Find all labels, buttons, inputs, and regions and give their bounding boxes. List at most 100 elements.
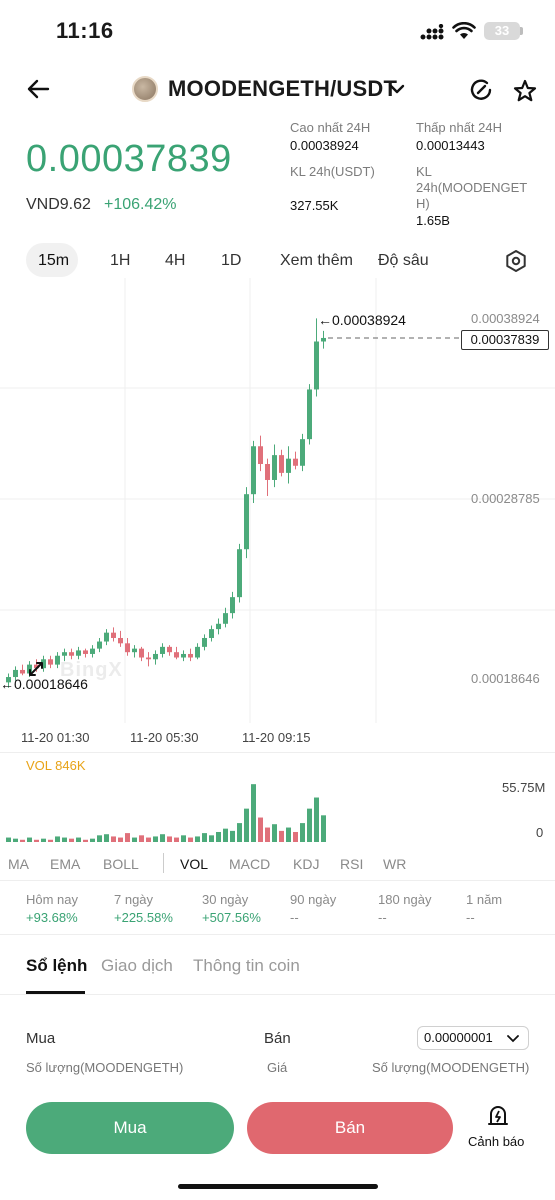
indicator-boll[interactable]: BOLL	[103, 856, 139, 872]
tab-4h[interactable]: 4H	[165, 252, 186, 269]
back-arrow-icon[interactable]	[26, 78, 50, 100]
indicator-rsi[interactable]: RSI	[340, 856, 364, 872]
tab-trades[interactable]: Giao dịch	[101, 956, 173, 975]
candle-body	[111, 632, 116, 638]
indicator-divider	[163, 853, 164, 873]
candle-body	[279, 455, 284, 473]
candle	[20, 664, 25, 676]
candle	[62, 648, 67, 662]
tick-size-select[interactable]: 0.00000001	[417, 1026, 529, 1050]
tab-1d[interactable]: 1D	[221, 252, 242, 269]
high-24h-label: Cao nhất 24H	[290, 120, 371, 135]
volume-bar	[230, 830, 235, 842]
low-marker-value: 0.00018646	[14, 676, 88, 692]
tab-15m[interactable]: 15m	[38, 252, 70, 269]
buy-button[interactable]: Mua	[26, 1102, 234, 1154]
volume-bar	[321, 815, 326, 842]
high-marker-value: 0.00038924	[332, 312, 406, 328]
vol-usdt-label: KL 24h(USDT)	[290, 164, 375, 179]
candle-body	[104, 632, 109, 642]
chevron-down-icon	[507, 1035, 519, 1043]
price-label-top: 0.00038924	[471, 311, 540, 326]
tick-size-value: 0.00000001	[424, 1030, 493, 1045]
candle-body	[27, 664, 32, 674]
vol-axis-top: 55.75M	[502, 780, 546, 795]
sell-button[interactable]: Bán	[247, 1102, 453, 1154]
orderbook-qty-left: Số lượng(MOODENGETH)	[26, 1060, 184, 1075]
candle-body	[314, 341, 319, 390]
candle	[293, 451, 298, 470]
pair-title[interactable]: MOODENGETH/USDT	[168, 76, 398, 101]
candle	[132, 645, 137, 658]
volume-bar	[34, 839, 39, 842]
candle	[111, 627, 116, 642]
candle	[160, 643, 165, 658]
candle	[307, 384, 312, 445]
watermark: BingX	[60, 659, 123, 681]
indicator-vol[interactable]: VOL	[180, 856, 209, 872]
candle-body	[132, 648, 137, 653]
battery-tip	[520, 27, 523, 35]
candle	[216, 618, 221, 635]
candle	[48, 655, 53, 669]
perf-label-90d: 90 ngày	[290, 892, 337, 907]
vol-axis-bottom: 0	[536, 825, 544, 840]
expand-arrows-icon[interactable]	[27, 660, 45, 678]
candle	[167, 645, 172, 656]
high-24h-value: 0.00038924	[290, 138, 359, 153]
tab-depth[interactable]: Độ sâu	[378, 252, 429, 269]
candle	[153, 650, 158, 665]
indicator-kdj[interactable]: KDJ	[293, 856, 320, 872]
candle-body	[307, 389, 312, 440]
perf-label-1y: 1 năm	[466, 892, 503, 907]
candle-body	[41, 659, 46, 669]
candle-body	[146, 657, 151, 660]
divider-perf	[0, 880, 555, 881]
orderbook-sell-label: Bán	[264, 1030, 291, 1047]
tab-1h[interactable]: 1H	[110, 252, 131, 269]
low-marker: ←0.00018646	[0, 676, 88, 692]
coin-avatar	[132, 76, 158, 102]
refresh-icon[interactable]	[468, 77, 494, 103]
wifi-icon	[452, 22, 476, 40]
indicator-wr[interactable]: WR	[383, 856, 407, 872]
volume-bar	[307, 808, 312, 842]
tab-coin-info[interactable]: Thông tin coin	[193, 956, 300, 975]
candle	[55, 652, 60, 669]
candle	[104, 629, 109, 646]
indicator-macd[interactable]: MACD	[229, 856, 271, 872]
indicator-ema[interactable]: EMA	[50, 856, 81, 872]
candle	[251, 440, 256, 504]
candlestick-chart[interactable]	[0, 278, 555, 723]
perf-value-180d: --	[378, 910, 387, 925]
volume-bar	[286, 827, 291, 842]
tab-orderbook[interactable]: Sổ lệnh	[26, 956, 88, 975]
indicator-ma[interactable]: MA	[8, 856, 29, 872]
volume-bar	[181, 835, 186, 842]
volume-bar	[167, 836, 172, 842]
low-24h-value: 0.00013443	[416, 138, 485, 153]
volume-bar	[125, 833, 130, 842]
alert-label: Cảnh báo	[468, 1134, 525, 1149]
volume-bar	[76, 837, 81, 842]
candle-body	[62, 652, 67, 656]
volume-bar	[244, 808, 249, 842]
current-price-box: 0.00037839	[461, 330, 549, 350]
high-marker: ←0.00038924	[318, 312, 406, 328]
candle	[300, 433, 305, 472]
volume-bar	[55, 836, 60, 842]
candle	[265, 458, 270, 496]
chart-settings-icon[interactable]	[504, 249, 528, 273]
candle	[188, 648, 193, 662]
candle-body	[300, 439, 305, 466]
volume-bar	[272, 824, 277, 842]
alert-button[interactable]: Cảnh báo	[466, 1104, 530, 1152]
candle-body	[139, 648, 144, 658]
chevron-down-icon[interactable]	[389, 83, 405, 95]
star-icon[interactable]	[512, 78, 538, 104]
candle-body	[223, 613, 228, 624]
volume-bar	[258, 817, 263, 842]
candle	[272, 444, 277, 488]
tab-more[interactable]: Xem thêm	[280, 252, 353, 269]
candle-body	[6, 677, 11, 683]
